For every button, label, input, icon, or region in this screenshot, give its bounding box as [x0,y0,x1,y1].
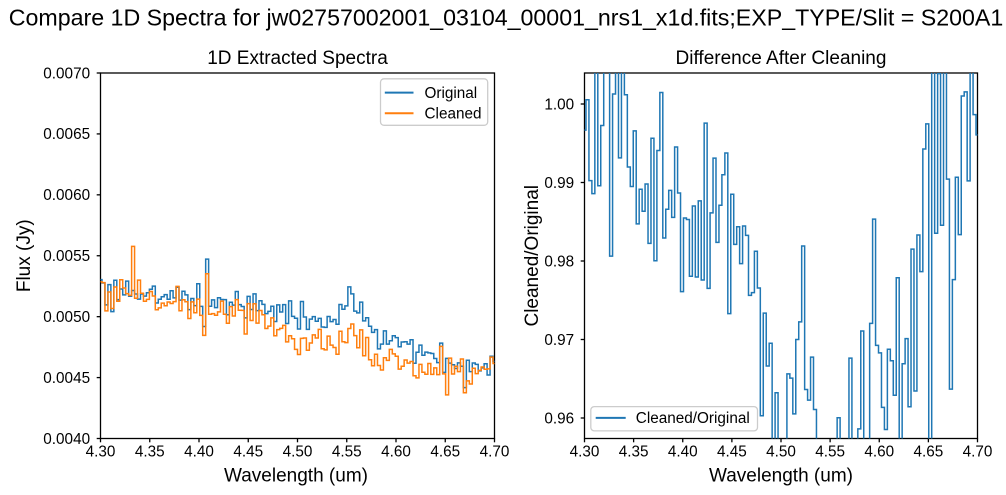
svg-text:1D Extracted Spectra: 1D Extracted Spectra [207,48,388,69]
svg-text:Cleaned: Cleaned [425,105,482,122]
svg-text:4.55: 4.55 [332,444,362,461]
svg-text:0.0055: 0.0055 [43,248,90,265]
svg-text:Original: Original [425,85,478,102]
svg-text:0.0065: 0.0065 [43,126,90,143]
svg-text:0.99: 0.99 [544,175,574,192]
svg-text:4.30: 4.30 [86,444,116,461]
svg-text:Flux (Jy): Flux (Jy) [14,219,35,292]
svg-text:0.98: 0.98 [544,253,574,270]
svg-text:0.96: 0.96 [544,410,574,427]
svg-text:4.60: 4.60 [381,444,411,461]
svg-text:1.00: 1.00 [544,96,574,113]
svg-text:4.50: 4.50 [766,444,796,461]
svg-text:Wavelength (um): Wavelength (um) [709,466,853,487]
svg-text:4.70: 4.70 [480,444,510,461]
svg-text:Compare 1D Spectra for jw02757: Compare 1D Spectra for jw02757002001_031… [9,5,1004,31]
svg-text:4.35: 4.35 [619,444,649,461]
svg-text:4.60: 4.60 [864,444,894,461]
svg-text:Cleaned/Original: Cleaned/Original [636,410,750,427]
svg-text:0.0040: 0.0040 [43,431,90,448]
svg-text:4.55: 4.55 [815,444,845,461]
svg-text:0.0050: 0.0050 [43,309,90,326]
svg-text:4.50: 4.50 [283,444,313,461]
svg-text:0.0045: 0.0045 [43,370,90,387]
svg-text:4.40: 4.40 [668,444,698,461]
svg-text:0.97: 0.97 [544,332,574,349]
svg-text:4.40: 4.40 [184,444,214,461]
svg-text:4.45: 4.45 [717,444,747,461]
svg-text:Cleaned/Original: Cleaned/Original [522,185,543,327]
svg-text:4.65: 4.65 [430,444,460,461]
svg-text:4.70: 4.70 [963,444,993,461]
svg-text:4.45: 4.45 [233,444,263,461]
svg-text:4.35: 4.35 [135,444,165,461]
svg-text:Wavelength (um): Wavelength (um) [224,466,368,487]
svg-text:Difference After Cleaning: Difference After Cleaning [676,48,887,69]
svg-text:0.0060: 0.0060 [43,187,90,204]
svg-text:4.65: 4.65 [913,444,943,461]
svg-text:4.30: 4.30 [570,444,600,461]
svg-text:0.0070: 0.0070 [43,65,90,82]
